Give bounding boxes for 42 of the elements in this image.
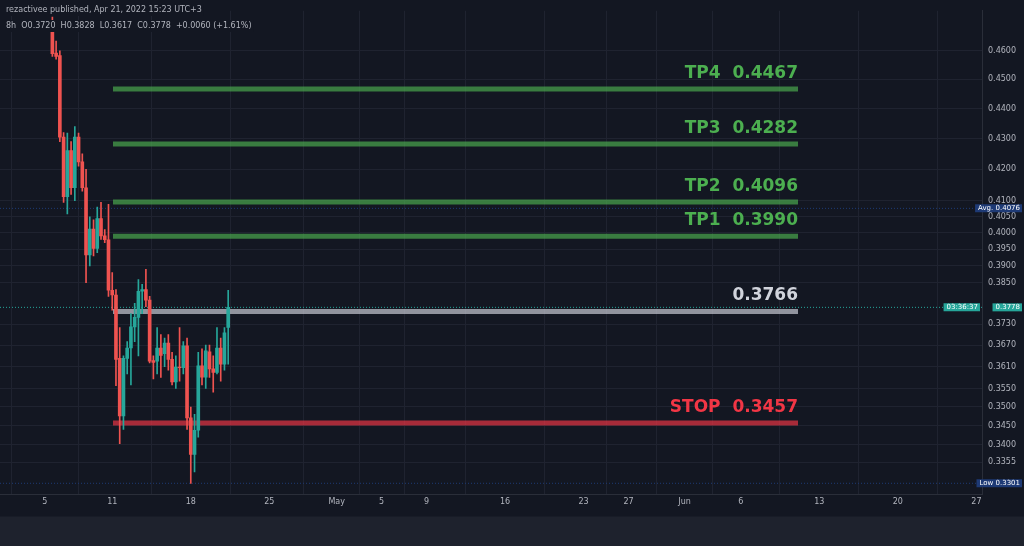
ref-line-label: TP1 0.3990 [684, 209, 799, 230]
y-tick-label: 0.4100 [988, 195, 1016, 205]
y-tick-label: 0.4200 [988, 164, 1016, 174]
y-tick-label: 0.3670 [988, 340, 1016, 350]
y-tick-label: 0.4050 [988, 211, 1016, 221]
y-tick-label: 0.4600 [988, 45, 1016, 55]
y-tick-label: 0.4000 [988, 227, 1016, 237]
x-tick-label: 5 [42, 497, 48, 507]
ref-line-label: TP4 0.4467 [684, 61, 798, 82]
x-tick-label: 6 [738, 497, 744, 507]
x-tick-label: May [328, 497, 346, 507]
x-tick-label: Jun [677, 497, 691, 507]
x-tick-label: 9 [423, 497, 430, 507]
y-tick-label: 0.3900 [988, 260, 1016, 270]
x-tick-label: 16 [499, 497, 511, 507]
x-tick-label: 11 [107, 497, 118, 507]
y-tick-label: 0.3355 [988, 457, 1016, 467]
x-tick-label: 23 [578, 497, 589, 507]
y-tick-label: 0.3450 [988, 420, 1016, 430]
y-tick-label: 0.4400 [988, 103, 1016, 113]
x-tick-label: 5 [379, 497, 385, 507]
ref-line-label: TP3 0.4282 [684, 117, 798, 138]
y-tick-label: 0.3500 [988, 402, 1016, 412]
annotation: rezactivee published, Apr 21, 2022 15:23 UTC+3 [6, 5, 202, 15]
x-tick-label: 25 [264, 497, 275, 507]
x-tick-label: 13 [814, 497, 825, 507]
y-tick-label: 0.4300 [988, 133, 1016, 143]
x-tick-label: 27 [623, 497, 634, 507]
x-tick-label: 20 [892, 497, 903, 507]
y-tick-label: 0.3730 [988, 319, 1016, 329]
y-tick-label: 0.3950 [988, 244, 1016, 254]
y-tick-label: 0.4500 [988, 74, 1016, 84]
annotation: 8h O0.3720 H0.3828 L0.3617 C0.3778 +0.0060 (+1.61%) [6, 21, 252, 31]
y-tick-label: 0.3850 [988, 277, 1016, 287]
ref-line-label: STOP 0.3457 [669, 396, 798, 417]
y-tick-label: 0.3610 [988, 361, 1016, 371]
x-tick-label: 18 [185, 497, 196, 507]
y-tick-label: 0.3550 [988, 383, 1016, 393]
ref-line-label: TP2 0.4096 [684, 174, 798, 195]
x-tick-label: 27 [971, 497, 982, 507]
y-tick-label: 0.3400 [988, 439, 1016, 449]
ref-line-label: 0.3766 [732, 284, 798, 305]
